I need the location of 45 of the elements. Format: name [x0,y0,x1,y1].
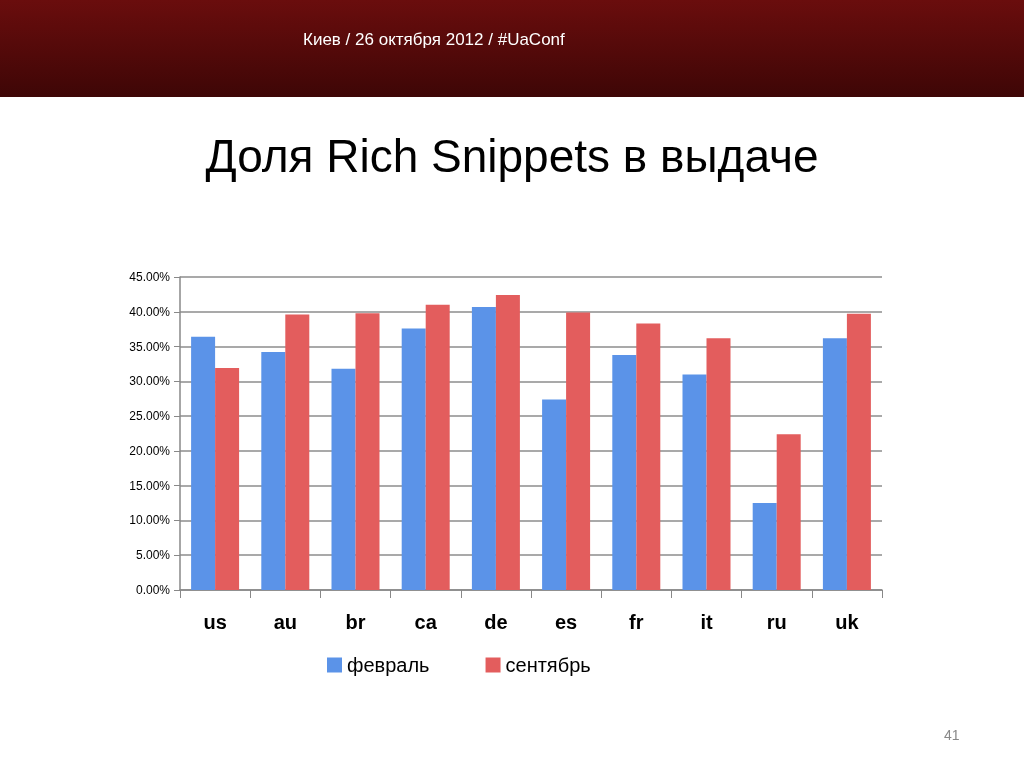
bar [215,368,240,590]
y-tick-label: 30.00% [129,374,171,389]
x-tick-label: it [700,611,713,633]
y-tick-label: 0.00% [135,583,171,597]
bar [682,374,707,590]
x-tick-label: au [273,611,297,633]
y-tick-label: 45.00% [129,270,171,284]
y-tick-label: 10.00% [129,513,171,528]
y-tick-label: 15.00% [129,478,171,493]
bar [636,323,661,590]
x-tick-label: de [484,611,508,633]
x-tick-label: fr [629,611,644,633]
x-tick-label: br [345,611,366,633]
bar [191,336,216,590]
bar [706,338,731,590]
y-tick-label: 35.00% [129,339,171,354]
bar [355,313,380,590]
bar [401,328,426,590]
y-tick-label: 20.00% [129,443,171,458]
x-tick-label: uk [835,611,860,633]
bar [285,314,310,590]
bar [752,503,777,590]
y-tick-label: 5.00% [135,548,171,563]
bar [495,295,520,590]
bar [822,338,847,590]
bar [471,306,496,590]
y-tick-label: 40.00% [129,304,171,319]
text: Киев / 26 октября 2012 / #UaConf [303,30,565,50]
bar [846,313,871,590]
chart-title: Доля Rich Snippets в выдаче [205,130,819,182]
bar [331,368,356,590]
bar [261,352,286,590]
x-tick-label: ca [414,611,438,633]
bar [542,399,567,590]
x-tick-label: us [203,611,227,633]
bar [612,354,637,590]
text: 41 [944,727,960,743]
y-tick-label: 25.00% [129,409,171,424]
x-tick-label: es [554,611,578,633]
bar [566,312,591,590]
bar [425,304,450,590]
bar [776,434,801,590]
legend-label: сентябрь [505,654,591,676]
legend-label: февраль [347,654,430,676]
x-tick-label: ru [766,611,787,633]
